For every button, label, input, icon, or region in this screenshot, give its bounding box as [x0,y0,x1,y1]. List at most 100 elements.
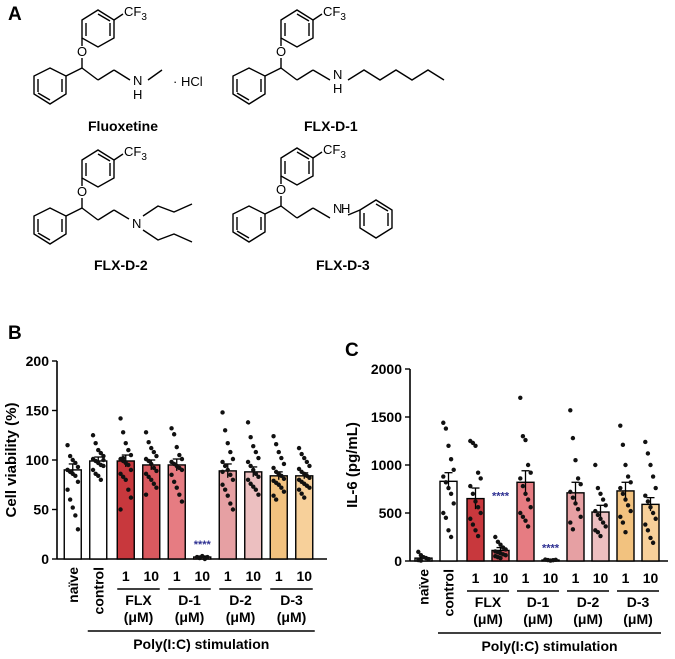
flx-d-3-cf3-subscript: 3 [340,150,346,161]
flx-d-2-cf3-label: CF [124,144,141,159]
data-point [448,457,454,462]
x-dose-label: 1 [173,568,181,584]
data-point [281,489,287,494]
data-point [475,470,481,475]
x-category-label: naïve [65,567,81,603]
data-point [598,533,603,539]
data-point [225,467,230,473]
x-dose-label: 1 [572,570,580,586]
data-point [154,453,159,459]
data-point [220,410,225,415]
flx-d-3-name: FLX-D-3 [316,257,370,273]
data-point [304,459,310,465]
data-point [448,534,454,540]
panel-label-b: B [8,323,22,344]
y-tick-label: 150 [26,403,50,419]
data-point [553,557,558,563]
data-point [230,456,236,462]
data-point [503,553,508,558]
data-point [570,495,576,500]
data-point [498,555,503,561]
data-point [307,463,312,469]
data-point [595,485,601,491]
group-label: D-3 [280,592,303,608]
data-point [256,474,261,480]
data-point [578,514,583,520]
data-point [126,462,131,468]
data-point [126,487,131,492]
data-point [603,524,608,529]
data-point [276,449,281,455]
svg-text:CF3: CF3 [124,144,147,163]
x-dose-label: 1 [275,568,283,584]
data-point [253,449,259,455]
cell-viability-chart: 0 50 100 150 200 Cell viability (%) **** naïve c… [3,353,327,652]
fluoxetine-h-label: H [133,87,142,102]
data-point [525,462,531,468]
data-point [653,485,658,491]
data-point [296,445,302,451]
data-point [279,485,284,490]
data-point [520,514,526,520]
data-point [618,485,623,491]
data-point [446,528,451,533]
data-point [441,420,446,425]
y-tick-label: 0 [394,553,402,569]
data-point [568,489,573,495]
data-point [146,439,151,445]
data-point [520,483,526,489]
data-point [620,442,626,448]
data-point [645,499,651,504]
x-dose-label: 10 [493,570,509,586]
flx-d-1-cf3-label: CF [323,4,340,19]
y-tick-label: 0 [41,551,49,567]
significance-marker: **** [542,543,560,555]
group-label: D-3 [627,594,650,610]
flx-d-3-cf3-label: CF [323,142,340,157]
y-tick-label: 2000 [371,361,402,377]
data-point [468,516,473,521]
data-point [643,522,648,527]
x-dose-label: 10 [245,568,261,584]
data-point [443,480,449,485]
data-point [101,453,106,459]
y-tick-label: 1000 [371,457,402,473]
data-point [620,520,626,525]
data-point [271,434,276,439]
group-unit: (μM) [277,609,307,625]
data-point [90,433,96,438]
data-point [650,510,656,516]
data-point [623,462,628,468]
data-point [618,514,623,520]
data-point [307,485,312,490]
data-point [296,466,302,472]
data-point [67,453,73,459]
svg-text:CF3: CF3 [124,4,147,23]
data-point [593,508,598,514]
data-point [70,505,75,510]
data-point [470,522,476,527]
structures-panel: CF3 O N H · HCl Fluoxetine CF3 O N H FLX… [33,4,445,273]
y-axis-title: IL-6 (pg/mL) [344,422,361,508]
data-point [648,505,653,510]
data-point [650,540,656,545]
data-point [598,491,603,496]
data-point [248,463,253,469]
data-point [220,482,225,487]
flx-d-1-n-label: N [333,67,342,82]
data-point [271,465,276,471]
flx-d-2-cf3-subscript: 3 [141,152,147,163]
data-point [118,416,123,421]
x-dose-label: 10 [593,570,609,586]
data-point [228,472,233,478]
data-point [126,447,131,453]
data-point [600,497,606,502]
data-point [643,493,648,498]
data-point [228,501,233,506]
data-point [451,501,456,506]
bar-4 [167,464,186,560]
data-point [149,477,154,482]
x-dose-label: 1 [122,568,130,584]
data-point [169,426,174,431]
x-dose-label: 10 [296,568,312,584]
